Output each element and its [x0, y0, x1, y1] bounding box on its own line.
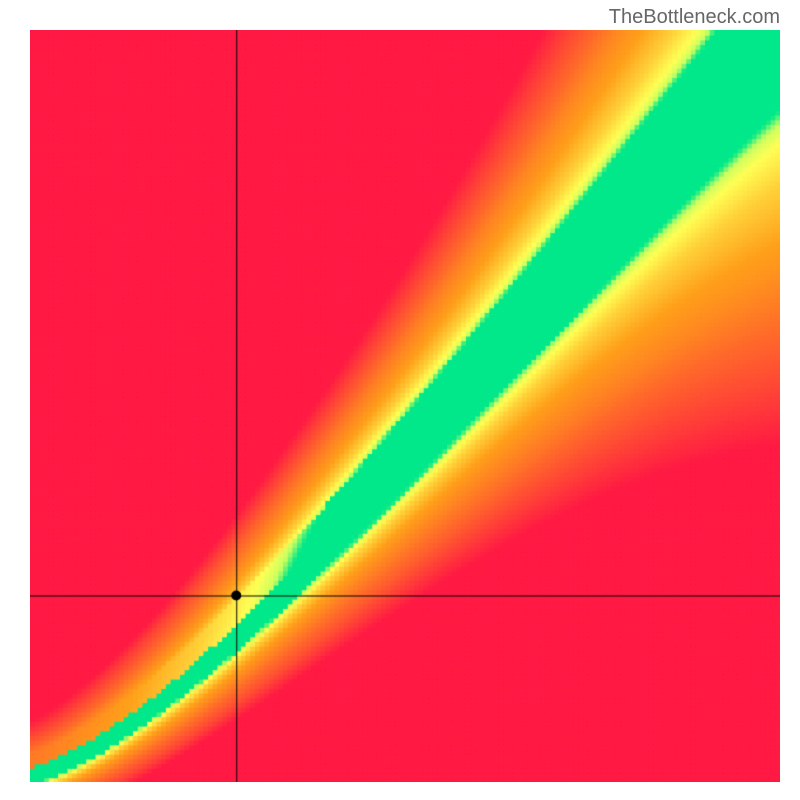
- heatmap-canvas: [30, 30, 780, 782]
- watermark-text: TheBottleneck.com: [609, 6, 780, 29]
- heatmap-plot: [30, 30, 780, 782]
- chart-container: TheBottleneck.com: [0, 0, 800, 800]
